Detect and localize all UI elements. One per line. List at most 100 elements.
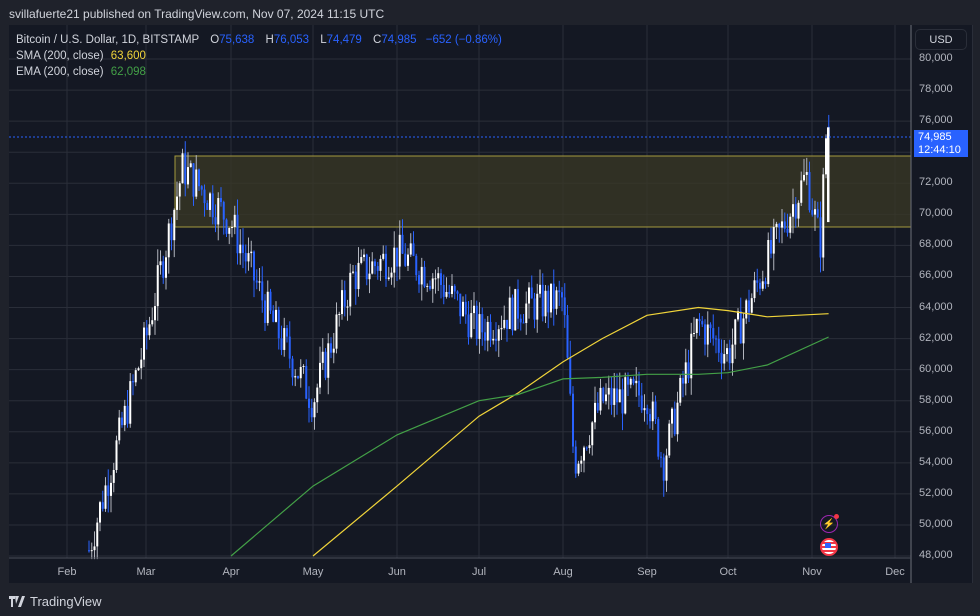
up-candle [825,138,827,175]
down-candle [704,324,706,345]
up-candle [123,405,126,426]
down-candle [310,407,313,418]
up-candle [742,318,745,344]
up-candle [594,402,596,423]
down-candle [456,291,459,294]
month-label: Sep [637,566,657,578]
up-candle [629,378,632,385]
up-candle [316,387,319,403]
up-candle [588,445,591,449]
price-chart[interactable] [9,25,972,583]
up-candle [239,244,242,254]
up-candle [445,291,448,297]
up-candle [753,280,756,299]
up-candle [379,258,382,271]
up-candle [134,370,137,383]
up-candle [407,254,409,266]
up-candle [181,153,184,184]
down-candle [638,380,640,396]
down-candle [404,253,407,266]
price-label: 58,000 [919,393,953,406]
lightning-alert-icon[interactable]: ⚡ [820,514,839,533]
up-candle [679,377,682,403]
up-candle [492,338,495,341]
symbol-legend-row[interactable]: Bitcoin / U.S. Dollar, 1D, BITSTAMP O75,… [16,32,502,48]
up-candle [332,348,335,353]
down-candle [374,261,376,267]
month-label: May [302,566,324,578]
resistance-zone[interactable] [174,155,912,228]
up-candle [767,240,770,285]
up-candle [676,402,679,435]
ema-legend-row[interactable]: EMA (200, close) 62,098 [16,64,502,80]
up-candle [321,351,324,363]
down-candle [819,217,822,258]
up-candle [665,455,668,481]
ema-value: 62,098 [110,66,146,78]
close-label: C [373,34,382,46]
up-candle [706,324,709,345]
last-price-tag: 74,985 12:44:10 [914,130,968,157]
up-candle [635,380,638,384]
down-candle [533,298,536,320]
down-candle [440,273,442,285]
down-candle [107,485,110,496]
up-candle [247,253,250,262]
up-candle [140,359,143,369]
down-candle [489,321,492,341]
up-candle [275,309,277,322]
down-candle [662,457,665,481]
up-candle [775,223,778,227]
symbol-name: Bitcoin / U.S. Dollar, 1D, BITSTAMP [16,34,199,46]
down-candle [343,290,346,307]
down-candle [552,283,555,309]
ema-label: EMA (200, close) [16,66,104,78]
up-candle [577,463,580,474]
down-candle [236,214,239,254]
down-candle [206,203,209,210]
month-label: Jul [471,566,487,578]
up-candle [695,318,698,334]
currency-button[interactable]: USD [915,29,967,50]
up-candle [420,266,423,285]
down-candle [211,193,214,218]
month-label: Nov [802,566,822,578]
up-candle [341,290,343,315]
down-candle [261,281,264,301]
down-candle [506,319,508,329]
down-candle [739,311,742,344]
down-candle [495,338,497,341]
down-candle [192,163,195,197]
up-candle [508,297,511,329]
up-candle [104,485,107,509]
up-candle [209,193,211,210]
down-candle [272,310,275,322]
down-candle [558,290,561,293]
down-candle [808,172,811,211]
up-candle [151,320,154,325]
down-candle [297,376,299,379]
month-label: Apr [222,566,240,578]
down-candle [170,223,173,241]
us-flag-event-icon[interactable] [820,538,838,556]
sma-legend-row[interactable]: SMA (200, close) 63,600 [16,48,502,64]
up-candle [368,273,371,280]
up-candle [792,204,794,217]
down-candle [203,189,206,204]
chart-legend: Bitcoin / U.S. Dollar, 1D, BITSTAMP O75,… [16,32,502,80]
up-candle [327,343,330,378]
down-candle [519,318,522,323]
price-label: 78,000 [919,83,953,96]
up-candle [195,169,198,197]
up-candle [761,281,764,289]
down-candle [198,169,200,187]
down-candle [561,292,563,298]
up-candle [167,223,170,258]
up-candle [387,277,390,280]
down-candle [541,284,544,317]
up-candle [217,198,220,225]
up-candle [233,214,236,227]
tradingview-logo[interactable]: TradingView [9,594,102,609]
down-candle [286,328,288,337]
up-candle [115,440,118,470]
